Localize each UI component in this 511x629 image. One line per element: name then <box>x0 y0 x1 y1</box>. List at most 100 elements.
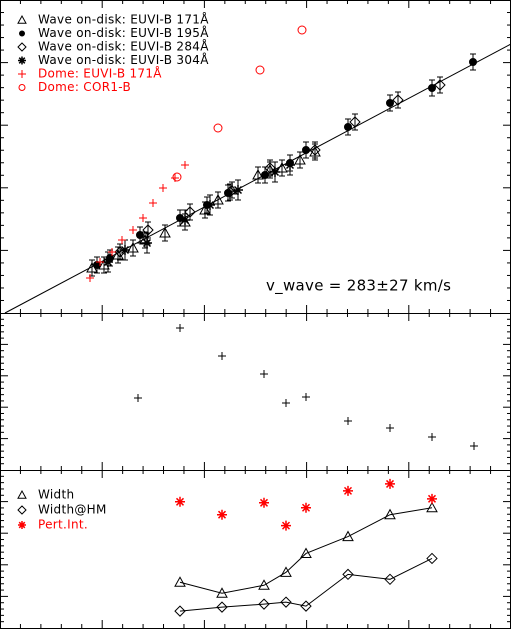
marker <box>294 153 306 165</box>
marker <box>302 393 310 401</box>
marker <box>386 424 394 432</box>
plus <box>149 199 157 207</box>
legend-label: Dome: COR1-B <box>38 80 131 94</box>
marker <box>384 573 396 586</box>
marker <box>108 248 116 256</box>
series-line <box>179 557 433 612</box>
marker <box>385 478 395 489</box>
marker <box>259 497 269 508</box>
marker <box>384 508 396 520</box>
marker <box>309 144 321 156</box>
circle <box>386 99 394 107</box>
marker <box>252 168 264 180</box>
marker <box>297 25 307 35</box>
circle <box>18 84 26 91</box>
legend-marker <box>18 84 26 91</box>
legend-marker <box>18 56 26 65</box>
plus <box>129 226 137 234</box>
marker <box>426 552 438 565</box>
plus <box>176 324 184 332</box>
marker <box>276 161 288 173</box>
triangle <box>426 501 438 513</box>
asterisk <box>142 238 152 248</box>
marker <box>86 274 94 282</box>
plus <box>134 394 142 402</box>
marker <box>180 215 190 225</box>
plus <box>260 370 268 378</box>
marker <box>428 433 436 441</box>
circle <box>261 171 269 179</box>
triangle <box>280 566 292 577</box>
plus <box>86 274 94 282</box>
asterisk <box>205 200 215 210</box>
marker <box>280 566 292 577</box>
marker <box>159 226 171 238</box>
marker <box>103 257 113 267</box>
legend-label: Width <box>38 488 74 502</box>
marker <box>349 116 361 128</box>
legend-label: Wave on-disk: EUVI-B 171Å <box>38 12 209 27</box>
marker <box>181 161 189 169</box>
plus <box>428 433 436 441</box>
diamond <box>142 224 154 236</box>
diamond <box>17 505 27 515</box>
marker <box>280 596 292 608</box>
marker <box>301 502 311 513</box>
marker <box>260 370 268 378</box>
plus <box>18 70 26 78</box>
diamond <box>17 42 27 52</box>
legend-label: Width@HM <box>38 503 107 517</box>
marker <box>302 146 310 154</box>
asterisk <box>175 496 185 507</box>
circle <box>428 84 436 92</box>
marker <box>216 587 228 598</box>
legend-marker <box>17 42 27 52</box>
marker <box>142 224 154 236</box>
legend-label: Pert.Int. <box>38 518 88 532</box>
plus <box>386 424 394 432</box>
annotation: v_wave = 283±27 km/s <box>266 277 451 296</box>
circle <box>469 58 477 66</box>
plus <box>181 161 189 169</box>
marker <box>233 185 243 195</box>
marker <box>216 601 228 613</box>
legend-label: Wave on-disk: EUVI-B 304Å <box>38 52 209 67</box>
diamond <box>300 600 312 612</box>
plus <box>159 184 167 192</box>
circle <box>297 25 307 35</box>
asterisk <box>18 521 26 529</box>
circle <box>255 65 265 75</box>
marker <box>300 547 312 558</box>
asterisk <box>233 185 243 195</box>
marker <box>212 193 224 205</box>
marker <box>129 226 137 234</box>
legend-marker <box>19 30 25 37</box>
diamond <box>426 552 438 565</box>
marker <box>176 324 184 332</box>
diamond <box>264 162 276 174</box>
plus <box>302 393 310 401</box>
circle <box>172 172 182 182</box>
triangle <box>294 153 306 165</box>
marker <box>342 568 354 581</box>
marker <box>344 123 352 131</box>
marker <box>120 245 130 255</box>
legend-marker <box>18 70 26 78</box>
asterisk <box>281 520 291 531</box>
legend-marker <box>17 489 27 499</box>
asterisk <box>285 160 295 170</box>
plus <box>108 248 116 256</box>
legend-marker <box>18 521 26 529</box>
series-line <box>179 507 433 594</box>
diamond <box>384 573 396 586</box>
marker <box>343 485 353 496</box>
marker <box>134 394 142 402</box>
triangle <box>159 226 171 238</box>
plus <box>282 399 290 407</box>
marker <box>149 199 157 207</box>
plus <box>96 258 104 266</box>
marker <box>469 58 477 66</box>
marker <box>127 241 139 253</box>
marker <box>118 236 126 244</box>
asterisk <box>18 56 26 65</box>
